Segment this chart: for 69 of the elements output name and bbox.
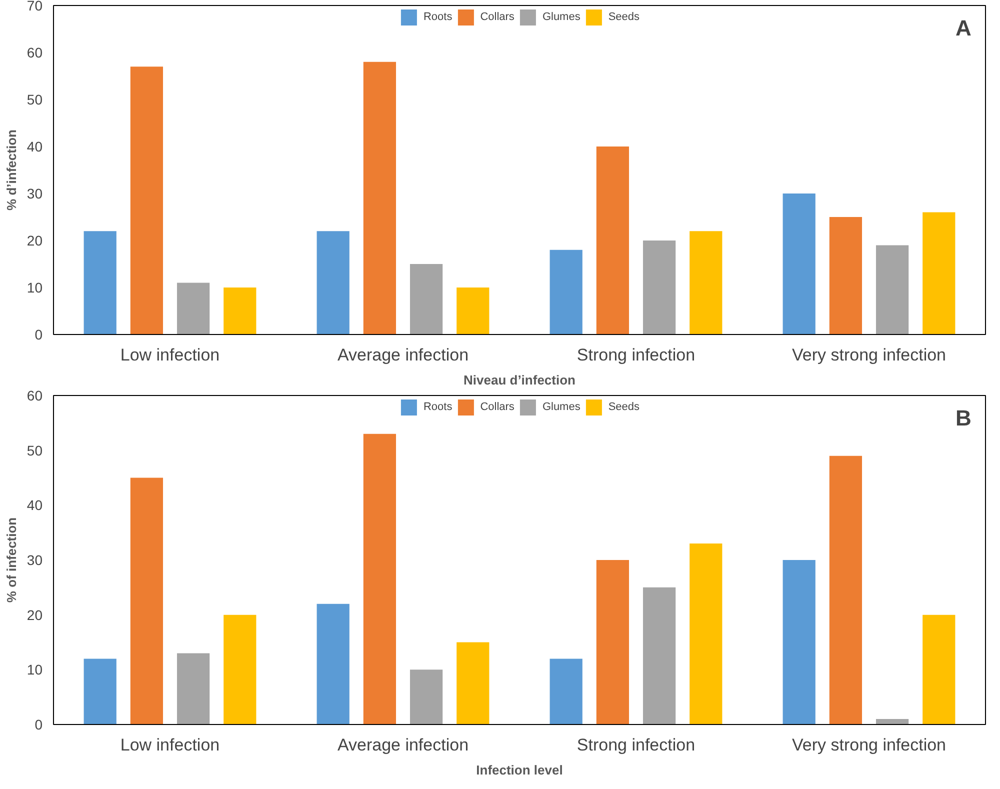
y-tick-label: 70 xyxy=(26,0,43,14)
x-tick-label: Strong infection xyxy=(576,736,696,754)
bar xyxy=(876,719,909,724)
y-tick-label: 20 xyxy=(26,606,43,623)
bar xyxy=(84,231,116,334)
bar xyxy=(596,560,630,724)
bar xyxy=(410,670,443,724)
y-tick-label: 20 xyxy=(26,232,43,248)
y-tick-label: 0 xyxy=(34,326,43,342)
bar xyxy=(316,231,350,334)
bar xyxy=(176,653,210,724)
legend-label: Seeds xyxy=(608,11,640,23)
bar xyxy=(782,194,816,334)
bar xyxy=(410,264,443,334)
bar xyxy=(224,614,256,724)
y-tick-label: 40 xyxy=(26,497,43,514)
bar xyxy=(829,456,862,724)
y-tick-label: 50 xyxy=(26,442,43,458)
bar xyxy=(642,587,676,724)
bar xyxy=(782,560,816,724)
bar xyxy=(456,642,490,724)
bar xyxy=(876,245,909,334)
bar xyxy=(456,288,490,334)
x-tick-label: Strong infection xyxy=(576,346,696,364)
bar xyxy=(130,66,164,334)
y-axis-title: % d’infection xyxy=(4,129,19,210)
y-tick-label: 30 xyxy=(26,186,43,202)
y-tick-label: 60 xyxy=(26,388,43,404)
legend-label: Roots xyxy=(423,401,452,413)
y-tick-label: 0 xyxy=(34,716,43,732)
annotation: A xyxy=(956,16,972,40)
bar xyxy=(690,231,722,334)
bar xyxy=(550,658,582,724)
bar xyxy=(642,240,676,334)
y-axis-title: % of infection xyxy=(4,517,19,603)
legend-label: Roots xyxy=(423,11,452,23)
x-tick-label: Low infection xyxy=(120,346,220,364)
bar xyxy=(130,478,164,724)
x-tick-label: Low infection xyxy=(120,736,220,754)
legend-label: Glumes xyxy=(542,401,580,413)
bar xyxy=(550,250,582,334)
bar xyxy=(224,288,256,334)
x-tick-label: Average infection xyxy=(337,346,469,364)
bar xyxy=(176,282,210,334)
legend-label: Seeds xyxy=(608,401,640,413)
legend-label: Collars xyxy=(480,11,514,23)
x-tick-label: Very strong infection xyxy=(792,346,946,364)
x-tick-label: Average infection xyxy=(337,736,469,754)
bar xyxy=(829,217,862,334)
annotation: B xyxy=(956,406,972,430)
bar xyxy=(316,604,350,724)
y-tick-label: 40 xyxy=(26,138,43,154)
x-tick-label: Very strong infection xyxy=(792,736,946,754)
x-axis-title: Niveau d’infection xyxy=(464,372,576,388)
bar xyxy=(922,614,956,724)
legend-label: Collars xyxy=(480,401,514,413)
y-tick-label: 30 xyxy=(26,552,43,568)
bar xyxy=(363,62,396,334)
y-tick-label: 50 xyxy=(26,92,43,108)
bar xyxy=(84,658,116,724)
bar xyxy=(363,434,396,724)
y-tick-label: 60 xyxy=(26,44,43,60)
bar xyxy=(922,212,956,334)
bar xyxy=(596,146,630,334)
bar xyxy=(690,544,722,724)
legend-label: Glumes xyxy=(542,11,580,23)
y-tick-label: 10 xyxy=(26,662,43,678)
x-axis-title: Infection level xyxy=(476,762,563,778)
y-tick-label: 10 xyxy=(26,280,43,296)
